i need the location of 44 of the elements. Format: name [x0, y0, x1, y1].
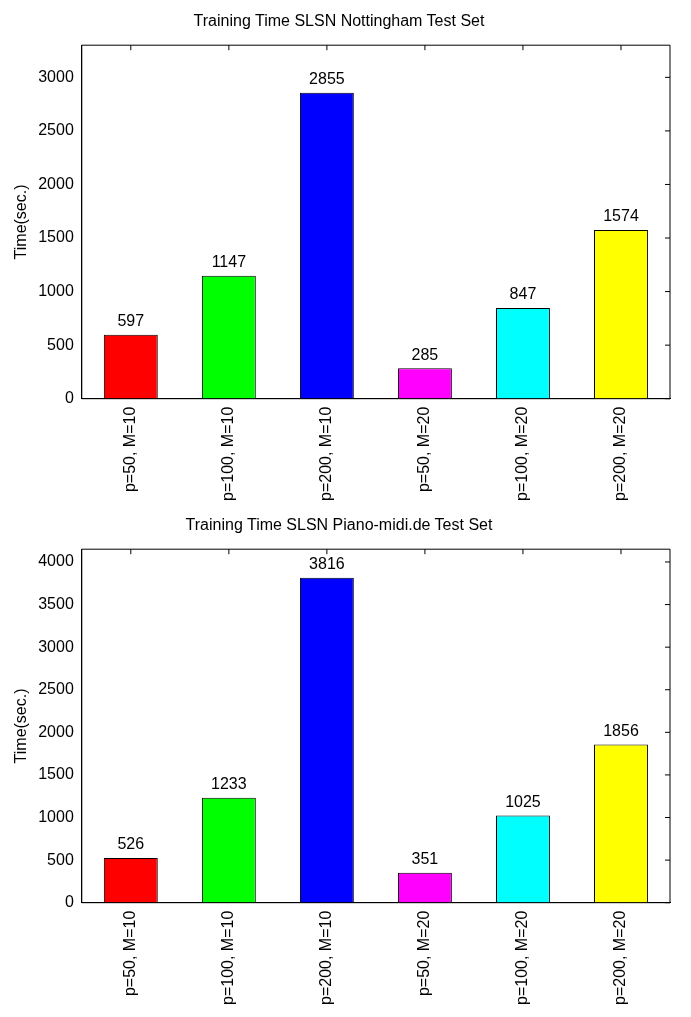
y-tick-label: 0 [64, 893, 74, 911]
x-tick-label: p=100, M=10 [219, 910, 237, 1005]
data-label: 1025 [505, 792, 541, 810]
data-label: 597 [117, 312, 145, 330]
y-tick-label: 1500 [38, 228, 74, 246]
data-label: 1147 [211, 253, 247, 271]
y-tick-label: 2000 [38, 722, 74, 740]
y-tick-label: 1000 [38, 281, 74, 299]
y-tick-label: 1500 [38, 765, 74, 783]
chart-title: Training Time SLSN Nottingham Test Set [193, 12, 485, 30]
y-tick-label: 1000 [38, 807, 74, 825]
data-label: 3816 [309, 555, 345, 573]
y-axis-title: Time(sec.) [12, 688, 30, 764]
y-tick-label: 3000 [38, 67, 74, 85]
chart-title: Training Time SLSN Piano-midi.de Test Set [185, 516, 493, 534]
data-label: 1233 [211, 775, 247, 793]
x-tick-label: p=200, M=20 [611, 406, 629, 501]
x-tick-label: p=100, M=10 [219, 406, 237, 501]
data-label: 526 [117, 835, 145, 853]
x-tick-label: p=200, M=20 [611, 910, 629, 1005]
x-tick-label: p=200, M=10 [317, 406, 335, 501]
x-tick-label: p=200, M=10 [317, 910, 335, 1005]
x-tick-label: p=50, M=20 [415, 910, 433, 997]
y-tick-label: 2500 [38, 121, 74, 139]
y-tick-label: 4000 [38, 552, 74, 570]
y-tick-label: 0 [64, 389, 74, 407]
x-tick-label: p=50, M=10 [121, 910, 139, 997]
x-tick-label: p=100, M=20 [513, 406, 531, 501]
data-label: 847 [509, 285, 537, 303]
x-tick-label: p=50, M=20 [415, 406, 433, 493]
y-tick-label: 500 [47, 335, 74, 353]
x-tick-label: p=100, M=20 [513, 910, 531, 1005]
y-axis-title: Time(sec.) [12, 184, 30, 260]
y-tick-label: 3000 [38, 637, 74, 655]
y-tick-label: 500 [47, 850, 74, 868]
y-tick-label: 2500 [38, 680, 74, 698]
x-tick-label: p=50, M=10 [121, 406, 139, 493]
data-label: 351 [411, 850, 439, 868]
data-label: 1856 [603, 722, 639, 740]
y-tick-label: 3500 [38, 594, 74, 612]
data-label: 285 [411, 345, 439, 363]
y-tick-label: 2000 [38, 174, 74, 192]
data-label: 2855 [309, 70, 345, 88]
data-label: 1574 [603, 207, 639, 225]
